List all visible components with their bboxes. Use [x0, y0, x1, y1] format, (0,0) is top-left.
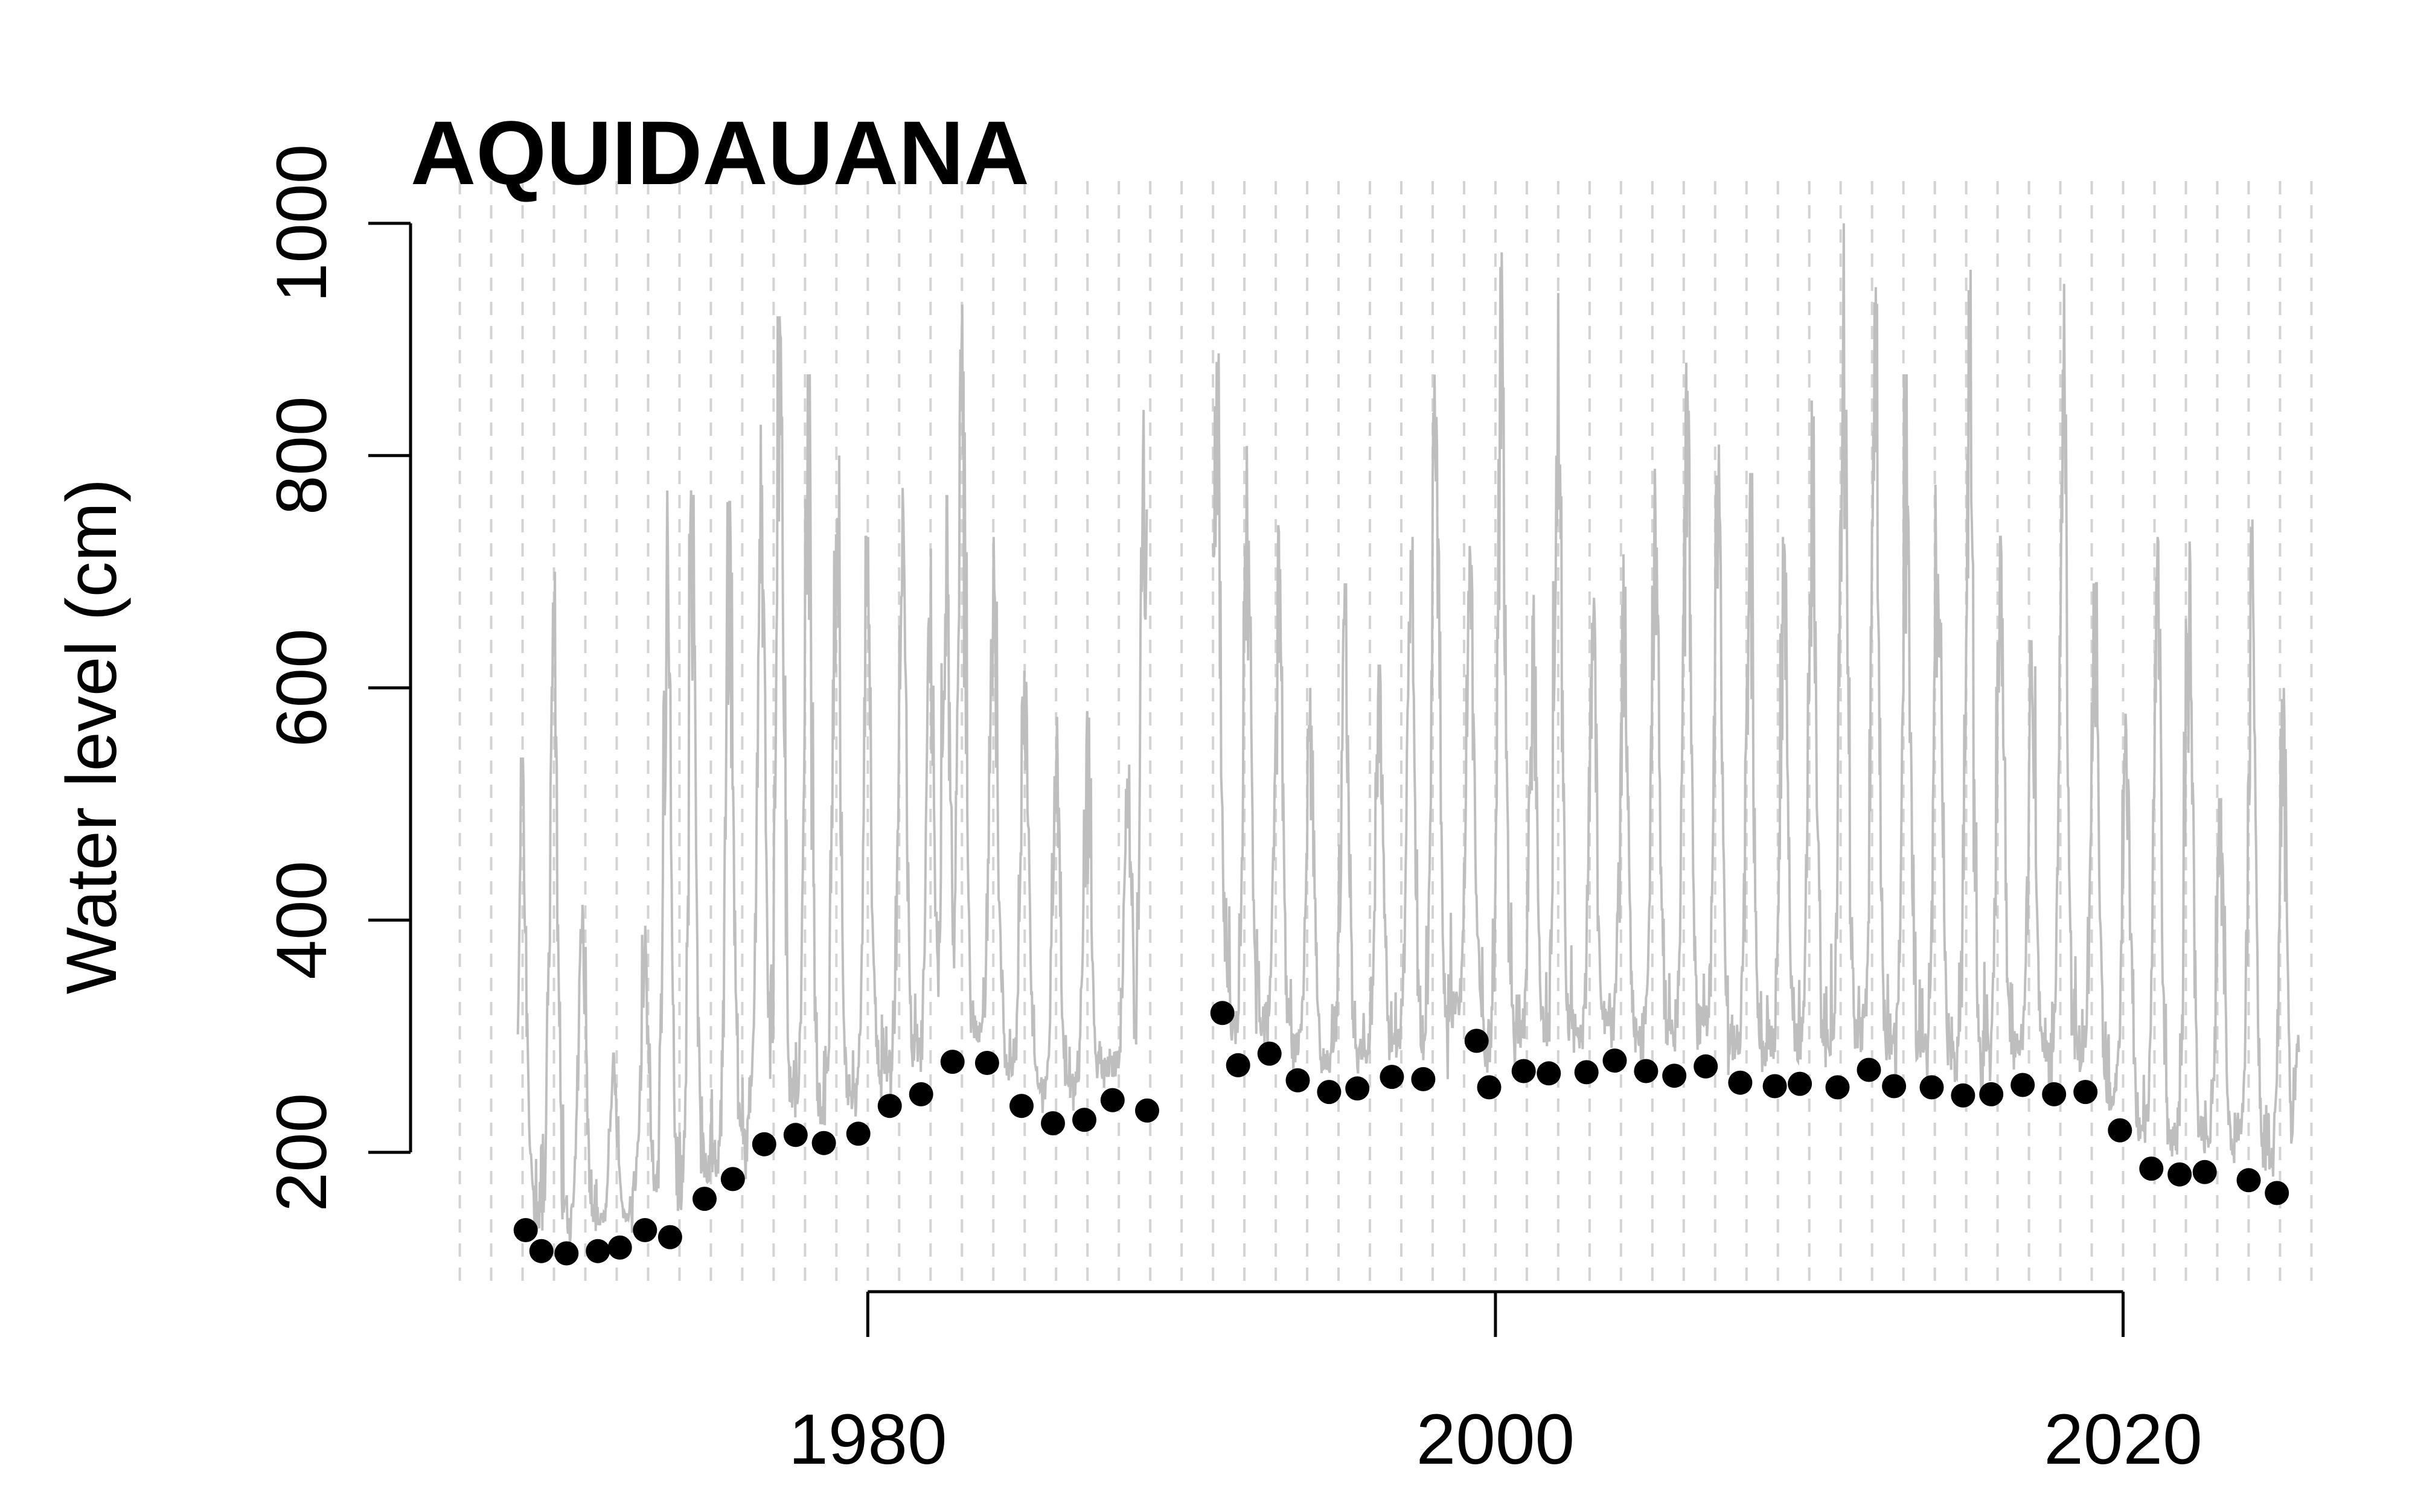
annual-minimum-point-18 — [1009, 1094, 1034, 1118]
annual-minimum-point-40 — [1728, 1070, 1753, 1095]
axes: 200 400 600 800 1000 1980 2000 2020 — [262, 144, 2202, 1479]
annual-minimum-point-57 — [2265, 1181, 2289, 1205]
annual-minimum-point-48 — [1979, 1082, 2004, 1106]
y-tick-label-1000: 1000 — [262, 144, 342, 303]
annual-minimum-point-53 — [2139, 1156, 2164, 1181]
annual-minimum-series — [513, 1001, 2289, 1266]
annual-minimum-point-26 — [1285, 1068, 1310, 1093]
water-level-line-segment-2 — [1212, 223, 2300, 1177]
annual-minimum-point-29 — [1380, 1065, 1404, 1089]
annual-minimum-point-5 — [607, 1235, 632, 1260]
y-tick-label-400: 400 — [262, 861, 342, 980]
annual-minimum-point-33 — [1511, 1059, 1536, 1083]
x-tick-label-2000: 2000 — [1416, 1400, 1575, 1479]
y-tick-label-800: 800 — [262, 396, 342, 515]
annual-minimum-point-19 — [1041, 1111, 1065, 1135]
annual-minimum-point-46 — [1919, 1075, 1944, 1100]
annual-minimum-point-6 — [633, 1218, 657, 1242]
annual-minimum-point-51 — [2073, 1080, 2098, 1105]
annual-minimum-point-55 — [2192, 1160, 2217, 1184]
annual-minimum-point-52 — [2108, 1118, 2132, 1143]
x-tick-label-2020: 2020 — [2044, 1400, 2202, 1479]
annual-minimum-point-37 — [1634, 1059, 1659, 1083]
annual-minimum-point-10 — [752, 1132, 776, 1156]
annual-minimum-point-43 — [1825, 1075, 1850, 1100]
annual-minimum-point-34 — [1537, 1061, 1561, 1086]
annual-minimum-point-35 — [1574, 1060, 1599, 1085]
annual-minimum-point-54 — [2167, 1162, 2192, 1187]
annual-minimum-point-41 — [1762, 1074, 1787, 1099]
annual-minimum-point-17 — [974, 1051, 999, 1075]
annual-minimum-point-31 — [1464, 1029, 1489, 1053]
annual-minimum-point-23 — [1210, 1001, 1235, 1026]
annual-minimum-point-45 — [1882, 1074, 1907, 1099]
annual-minimum-point-24 — [1226, 1053, 1250, 1077]
annual-minimum-point-44 — [1857, 1057, 1881, 1082]
annual-minimum-point-36 — [1602, 1048, 1627, 1073]
annual-minimum-point-32 — [1477, 1075, 1502, 1100]
annual-minimum-point-13 — [846, 1121, 871, 1146]
annual-minimum-point-39 — [1694, 1054, 1718, 1079]
annual-minimum-point-30 — [1411, 1067, 1436, 1091]
annual-minimum-point-11 — [783, 1123, 808, 1147]
annual-minimum-point-50 — [2042, 1082, 2067, 1106]
annual-minimum-point-16 — [940, 1050, 965, 1074]
annual-minimum-point-8 — [693, 1187, 717, 1211]
annual-minimum-point-2 — [529, 1239, 554, 1263]
water-level-series — [516, 223, 2300, 1243]
y-axis-label: Water level (cm) — [52, 479, 132, 994]
y-tick-label-200: 200 — [262, 1093, 342, 1212]
annual-minimum-point-15 — [909, 1082, 933, 1106]
annual-minimum-point-47 — [1951, 1083, 1975, 1108]
annual-minimum-point-7 — [657, 1225, 682, 1249]
x-tick-label-1980: 1980 — [788, 1400, 947, 1479]
annual-minimum-point-20 — [1072, 1108, 1096, 1132]
y-tick-label-600: 600 — [262, 628, 342, 747]
annual-minimum-point-9 — [720, 1167, 745, 1191]
chart-title: AQUIDAUANA — [411, 102, 1029, 203]
annual-minimum-point-21 — [1100, 1088, 1125, 1112]
annual-minimum-point-1 — [513, 1218, 538, 1242]
annual-minimum-point-27 — [1317, 1080, 1342, 1105]
annual-minimum-point-49 — [2010, 1073, 2035, 1097]
annual-minimum-point-4 — [586, 1239, 610, 1263]
annual-minimum-point-3 — [554, 1241, 579, 1266]
annual-minimum-point-42 — [1788, 1071, 1812, 1096]
annual-minimum-point-38 — [1662, 1064, 1687, 1088]
annual-minimum-point-28 — [1345, 1076, 1370, 1101]
water-level-line-segment-1 — [516, 304, 1148, 1243]
annual-minimum-point-22 — [1135, 1098, 1159, 1123]
annual-minimum-point-56 — [2236, 1168, 2261, 1193]
annual-minimum-point-14 — [877, 1094, 902, 1118]
annual-minimum-point-12 — [811, 1131, 836, 1155]
annual-minimum-point-25 — [1257, 1041, 1282, 1066]
